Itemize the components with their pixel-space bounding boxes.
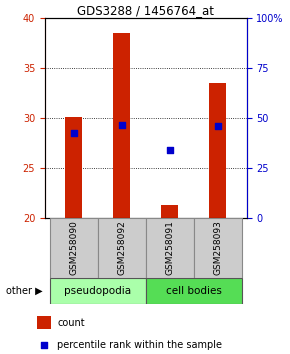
Bar (161, 205, 178, 218)
Bar (50, 218, 98, 278)
Bar (65, 117, 82, 218)
Bar (146, 218, 194, 278)
Point (71, 130, 76, 136)
Point (167, 147, 172, 153)
Point (215, 123, 220, 129)
Text: percentile rank within the sample: percentile rank within the sample (57, 339, 222, 350)
Text: GSM258091: GSM258091 (165, 220, 174, 275)
Bar (50, 278, 146, 304)
Text: pseudopodia: pseudopodia (64, 286, 131, 296)
Point (119, 122, 124, 127)
Text: cell bodies: cell bodies (166, 286, 222, 296)
Bar (113, 33, 130, 218)
Text: count: count (57, 318, 85, 327)
Bar (37, 316, 51, 329)
Text: other ▶: other ▶ (6, 286, 42, 296)
Bar (98, 218, 146, 278)
Point (41, 342, 46, 348)
Text: GSM258092: GSM258092 (117, 221, 126, 275)
Title: GDS3288 / 1456764_at: GDS3288 / 1456764_at (77, 4, 214, 17)
Bar (146, 278, 242, 304)
Bar (209, 83, 226, 218)
Text: GSM258093: GSM258093 (213, 220, 222, 275)
Text: GSM258090: GSM258090 (69, 220, 78, 275)
Bar (194, 218, 242, 278)
